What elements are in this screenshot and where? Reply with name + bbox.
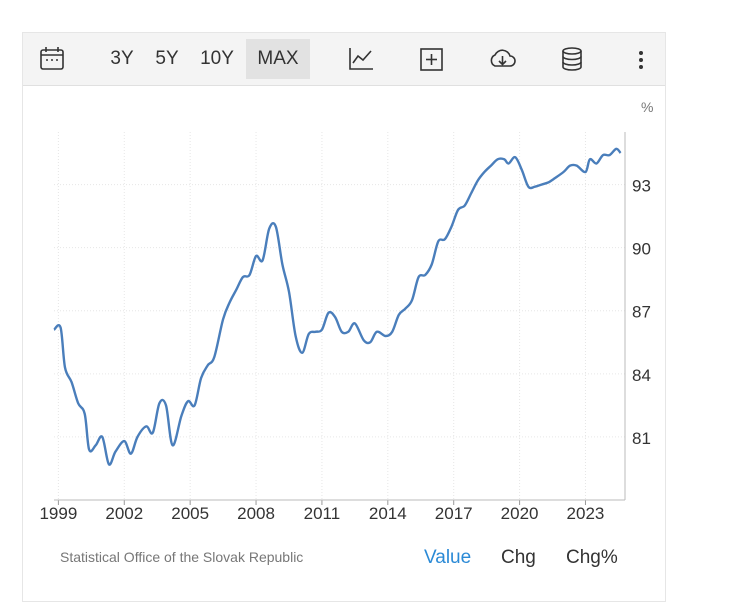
add-icon[interactable]: [417, 44, 447, 74]
range-5y-button[interactable]: 5Y: [155, 48, 179, 69]
database-icon[interactable]: [557, 44, 587, 74]
range-max-button[interactable]: MAX: [246, 39, 310, 79]
download-cloud-icon[interactable]: [487, 44, 517, 74]
tab-chg[interactable]: Chg: [501, 547, 536, 568]
more-vertical-icon[interactable]: [626, 44, 656, 74]
tab-value[interactable]: Value: [424, 547, 472, 568]
series-line: [53, 147, 622, 466]
x-tick-label: 2020: [501, 504, 539, 523]
y-tick-label: 87: [632, 303, 651, 322]
x-tick-label: 1999: [39, 504, 77, 523]
range-10y-button[interactable]: 10Y: [200, 48, 234, 69]
y-tick-label: 84: [632, 366, 651, 385]
y-tick-label: 81: [632, 429, 651, 448]
tab-chg-percent[interactable]: Chg%: [566, 547, 618, 568]
range-3y-button[interactable]: 3Y: [110, 48, 134, 69]
line-chart-icon[interactable]: [346, 44, 376, 74]
x-tick-label: 2023: [567, 504, 605, 523]
source-text: Statistical Office of the Slovak Republi…: [60, 549, 304, 565]
x-tick-label: 2002: [105, 504, 143, 523]
y-tick-label: 93: [632, 177, 651, 196]
x-tick-label: 2011: [304, 504, 341, 523]
chart-toolbar: 3Y 5Y 10Y MAX: [23, 33, 665, 86]
x-tick-label: 2008: [237, 504, 275, 523]
x-tick-label: 2014: [369, 504, 407, 523]
unit-label: %: [641, 99, 653, 115]
y-tick-label: 90: [632, 240, 651, 259]
chart-card: 3Y 5Y 10Y MAX: [22, 32, 666, 602]
calendar-icon[interactable]: [37, 44, 67, 74]
x-tick-label: 2005: [171, 504, 209, 523]
x-tick-label: 2017: [435, 504, 473, 523]
